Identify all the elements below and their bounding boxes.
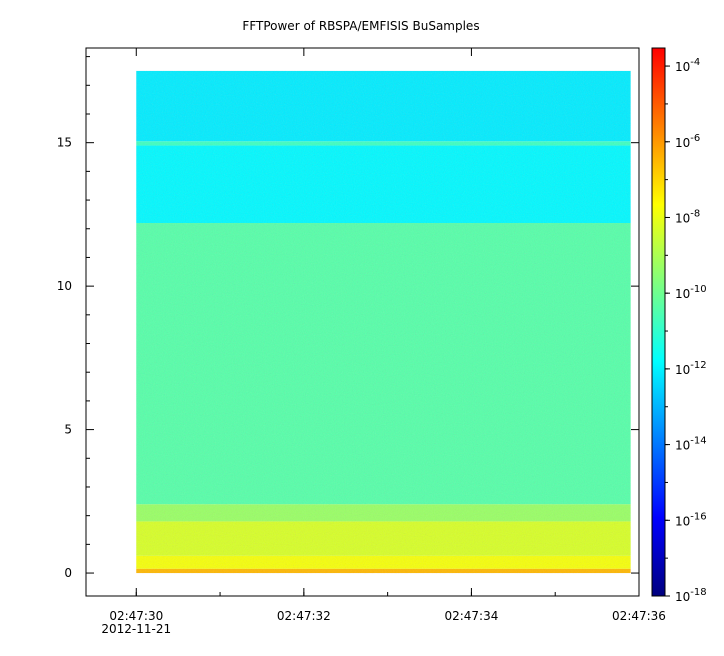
colorbar-axis: 10-4 10-6 10-8 10-10 10-12 10-14 10-16 10-18 — [665, 57, 707, 604]
spectrogram-noise — [136, 70, 631, 574]
x-tick-label: 02:47:30 — [109, 609, 163, 623]
colorbar-tick-label: 10-4 — [675, 57, 700, 74]
y-tick-label: 10 — [57, 279, 72, 293]
chart-title: FFTPower of RBSPA/EMFISIS BuSamples — [242, 19, 479, 33]
y-tick-label: 15 — [57, 136, 72, 150]
colorbar-tick-label: 10-6 — [675, 133, 700, 150]
colorbar-tick-label: 10-16 — [675, 511, 707, 528]
colorbar-tick-label: 10-18 — [675, 587, 707, 604]
y-tick-label: 0 — [64, 566, 72, 580]
colorbar-tick-label: 10-12 — [675, 360, 707, 377]
colorbar-tick-label: 10-8 — [675, 208, 700, 225]
x-date-label: 2012-11-21 — [101, 622, 171, 636]
x-tick-label: 02:47:32 — [277, 609, 331, 623]
colorbar — [651, 47, 666, 597]
y-tick-label: 5 — [64, 423, 72, 437]
colorbar-tick-label: 10-14 — [675, 436, 707, 453]
x-tick-label: 02:47:36 — [612, 609, 666, 623]
x-axis: 02:47:30 02:47:32 02:47:34 02:47:36 — [109, 48, 666, 623]
y-axis: 0 5 10 15 — [57, 56, 639, 580]
x-tick-label: 02:47:34 — [444, 609, 498, 623]
colorbar-tick-label: 10-10 — [675, 284, 707, 301]
